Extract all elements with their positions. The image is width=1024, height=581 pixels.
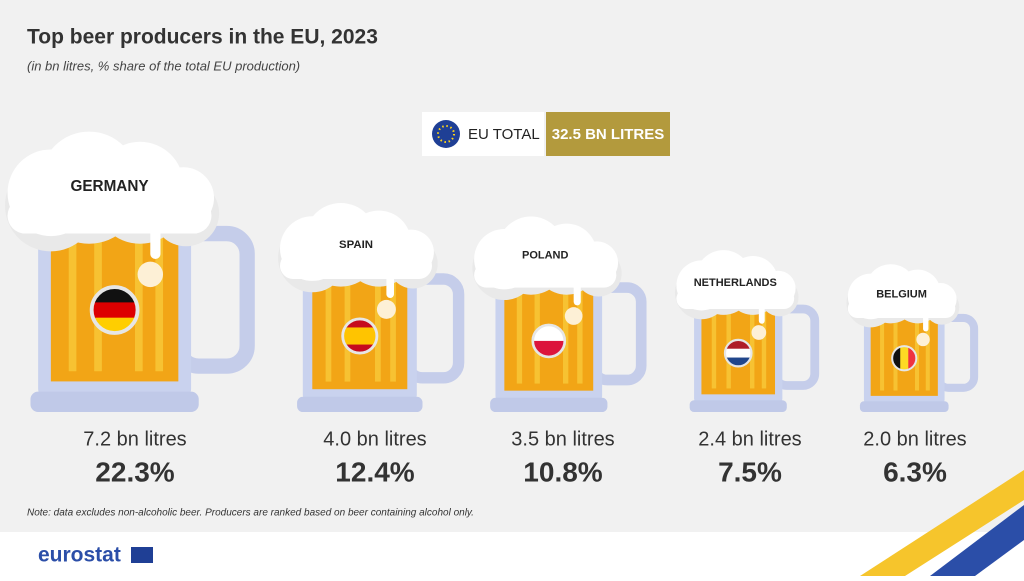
source-logo: eurostat — [38, 544, 121, 567]
share-label: 6.3% — [883, 456, 947, 487]
decor — [860, 470, 1024, 576]
country-label: GERMANY — [70, 178, 148, 195]
flag-stripe — [342, 318, 377, 329]
beer-stripe — [577, 280, 583, 384]
flag-stripe — [342, 327, 377, 337]
beer-stripe — [155, 223, 164, 372]
eu-flag — [432, 120, 460, 148]
value-label: 2.0 bn litres — [863, 428, 966, 450]
flag-stripe — [342, 336, 377, 346]
mug — [846, 264, 979, 412]
beer-stripe — [325, 271, 332, 382]
beer-stripe — [750, 303, 755, 389]
mug — [4, 131, 255, 412]
foam — [676, 288, 795, 309]
note: Note: data excludes non-alcoholic beer. … — [27, 508, 474, 519]
chart-title: Top beer producers in the EU, 2023 — [27, 26, 378, 49]
mug-base — [297, 396, 423, 412]
beer-stripe — [915, 312, 920, 391]
value-label: 4.0 bn litres — [323, 428, 426, 450]
country-label: SPAIN — [339, 239, 373, 251]
total-name: EU TOTAL — [468, 126, 540, 143]
foam-drip — [758, 303, 765, 324]
flag-ring — [89, 285, 140, 335]
flag-ring — [891, 345, 918, 372]
foam — [280, 252, 432, 279]
share-label: 7.5% — [718, 456, 782, 487]
share-label: 12.4% — [335, 456, 414, 487]
flag-stripe — [532, 340, 565, 357]
beer-stripe — [390, 271, 396, 382]
bubble — [137, 261, 164, 288]
beer-stripe — [375, 271, 381, 382]
mug — [278, 203, 465, 412]
bubble — [916, 332, 930, 347]
foam — [847, 299, 956, 318]
beer-stripe — [516, 280, 523, 384]
flag-stripe — [532, 324, 565, 342]
value-label: 3.5 bn litres — [511, 428, 614, 450]
footer-strip — [0, 532, 1024, 576]
foam-drip — [386, 271, 394, 298]
flag-stripe — [91, 302, 138, 319]
decor — [930, 505, 1024, 576]
share-label: 10.8% — [523, 456, 602, 487]
foam-drip — [573, 280, 581, 306]
flag-stripe — [892, 346, 901, 371]
flag-stripe — [724, 357, 752, 367]
bubble — [376, 299, 396, 319]
beer-stripe — [880, 312, 885, 391]
foam — [7, 197, 212, 234]
foam — [474, 262, 617, 288]
flag-ring — [723, 338, 753, 368]
mug-base — [689, 400, 787, 412]
flag-stripe — [724, 339, 752, 350]
total-box — [546, 112, 670, 156]
mug-base — [490, 397, 608, 412]
value-label: 7.2 bn litres — [83, 428, 186, 450]
beer-stripe — [563, 280, 569, 384]
flag-stripe — [908, 346, 917, 371]
flag-stripe — [342, 344, 377, 354]
value-label: 2.4 bn litres — [698, 428, 801, 450]
foam-drip — [923, 312, 929, 332]
country-label: BELGIUM — [876, 288, 927, 300]
total-label: 32.5 BN LITRES — [552, 126, 665, 143]
beer-stripe — [925, 312, 930, 391]
beer-stripe — [761, 303, 767, 389]
mug — [472, 216, 647, 412]
bubble — [751, 325, 767, 340]
flag-stripe — [724, 348, 752, 358]
country-label: NETHERLANDS — [694, 277, 777, 289]
share-label: 22.3% — [95, 456, 174, 487]
foam-drip — [150, 223, 161, 260]
mug — [674, 250, 820, 412]
flag-stripe — [900, 346, 909, 371]
mug-base — [30, 391, 199, 412]
mug-base — [859, 401, 949, 412]
country-label: POLAND — [522, 250, 569, 262]
eu-stars — [437, 125, 455, 143]
flag-ring — [341, 317, 379, 355]
bubble — [564, 307, 583, 325]
eu-flag-small — [131, 547, 153, 563]
beer-stripe — [68, 223, 77, 372]
beer-stripe — [135, 223, 143, 372]
beer-stripe — [711, 303, 717, 389]
chart-subtitle: (in bn litres, % share of the total EU p… — [27, 58, 300, 73]
flag-ring — [531, 323, 567, 359]
mugs: GERMANY 7.2 bn litres 22.3% SPAIN 4.0 bn lit… — [4, 131, 979, 487]
